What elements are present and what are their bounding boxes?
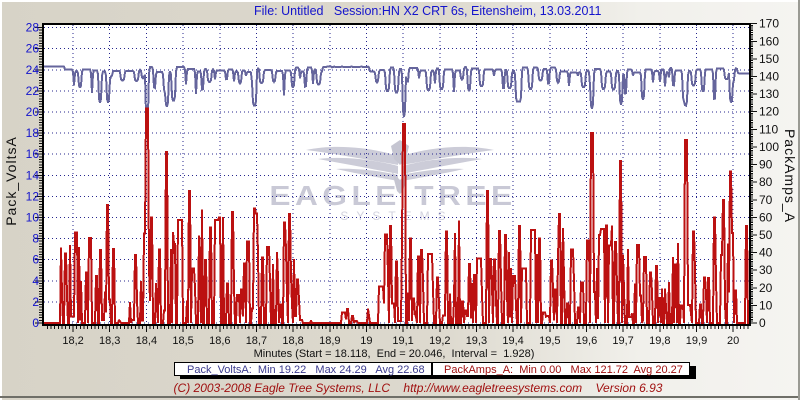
svg-text:14: 14 — [26, 168, 40, 182]
svg-text:File: Untitled Session:HN X2: File: Untitled Session:HN X2 CRT 6s, Eit… — [254, 4, 601, 18]
svg-text:0: 0 — [32, 316, 39, 330]
svg-text:28: 28 — [26, 21, 40, 35]
svg-text:120: 120 — [759, 105, 779, 119]
svg-text:18,7: 18,7 — [246, 335, 267, 347]
svg-text:26: 26 — [26, 42, 40, 56]
svg-text:(C) 2003-2008 Eagle Tree Syste: (C) 2003-2008 Eagle Tree Systems, LLC ht… — [174, 381, 663, 395]
svg-text:4: 4 — [32, 274, 39, 288]
svg-text:19,3: 19,3 — [466, 335, 487, 347]
svg-text:19,1: 19,1 — [392, 335, 413, 347]
svg-text:18,4: 18,4 — [136, 335, 157, 347]
svg-text:19: 19 — [360, 335, 372, 347]
svg-text:20: 20 — [26, 105, 40, 119]
svg-text:12: 12 — [26, 189, 40, 203]
svg-text:16: 16 — [26, 147, 40, 161]
svg-text:160: 160 — [759, 34, 779, 48]
svg-text:60: 60 — [759, 210, 773, 224]
svg-text:0: 0 — [759, 316, 766, 330]
svg-text:18,5: 18,5 — [172, 335, 193, 347]
svg-text:2: 2 — [32, 295, 39, 309]
svg-text:18,2: 18,2 — [62, 335, 83, 347]
svg-text:18,6: 18,6 — [209, 335, 230, 347]
svg-text:10: 10 — [26, 211, 40, 225]
svg-text:70: 70 — [759, 193, 773, 207]
svg-text:19,5: 19,5 — [539, 335, 560, 347]
svg-text:8: 8 — [32, 232, 39, 246]
svg-text:18: 18 — [26, 126, 40, 140]
svg-text:PackAmps_A: PackAmps_A — [782, 129, 798, 223]
svg-text:50: 50 — [759, 228, 773, 242]
svg-text:19,2: 19,2 — [429, 335, 450, 347]
svg-text:19,8: 19,8 — [649, 335, 670, 347]
svg-text:80: 80 — [759, 175, 773, 189]
svg-text:130: 130 — [759, 87, 779, 101]
svg-text:Pack_VoltsA: Min 19.22 Max: Pack_VoltsA: Min 19.22 Max 24.29 Avg 22.… — [187, 364, 425, 376]
svg-text:170: 170 — [759, 17, 779, 31]
svg-text:EAGLE TREE: EAGLE TREE — [269, 181, 516, 212]
svg-text:140: 140 — [759, 70, 779, 84]
svg-text:18,3: 18,3 — [99, 335, 120, 347]
svg-text:19,6: 19,6 — [576, 335, 597, 347]
svg-text:90: 90 — [759, 158, 773, 172]
svg-text:150: 150 — [759, 52, 779, 66]
svg-text:19,4: 19,4 — [502, 335, 523, 347]
svg-text:SYSTEMS: SYSTEMS — [340, 209, 453, 223]
svg-text:10: 10 — [759, 298, 773, 312]
svg-text:30: 30 — [759, 263, 773, 277]
svg-text:40: 40 — [759, 246, 773, 260]
svg-text:20: 20 — [759, 281, 773, 295]
svg-text:22: 22 — [26, 84, 40, 98]
svg-text:6: 6 — [32, 253, 39, 267]
svg-text:19,7: 19,7 — [612, 335, 633, 347]
svg-text:18,8: 18,8 — [282, 335, 303, 347]
svg-text:100: 100 — [759, 140, 779, 154]
svg-text:PackAmps_A: Min 0.00 Max 12: PackAmps_A: Min 0.00 Max 121.72 Avg 20.2… — [444, 364, 683, 376]
svg-text:Minutes (Start = 18.118, End: Minutes (Start = 18.118, End = 20.046, I… — [254, 348, 535, 360]
svg-text:110: 110 — [759, 122, 778, 136]
svg-text:19,9: 19,9 — [686, 335, 707, 347]
svg-text:18,9: 18,9 — [319, 335, 340, 347]
svg-text:24: 24 — [26, 63, 40, 77]
svg-text:Pack_VoltsA: Pack_VoltsA — [3, 136, 19, 226]
svg-text:20: 20 — [727, 335, 739, 347]
